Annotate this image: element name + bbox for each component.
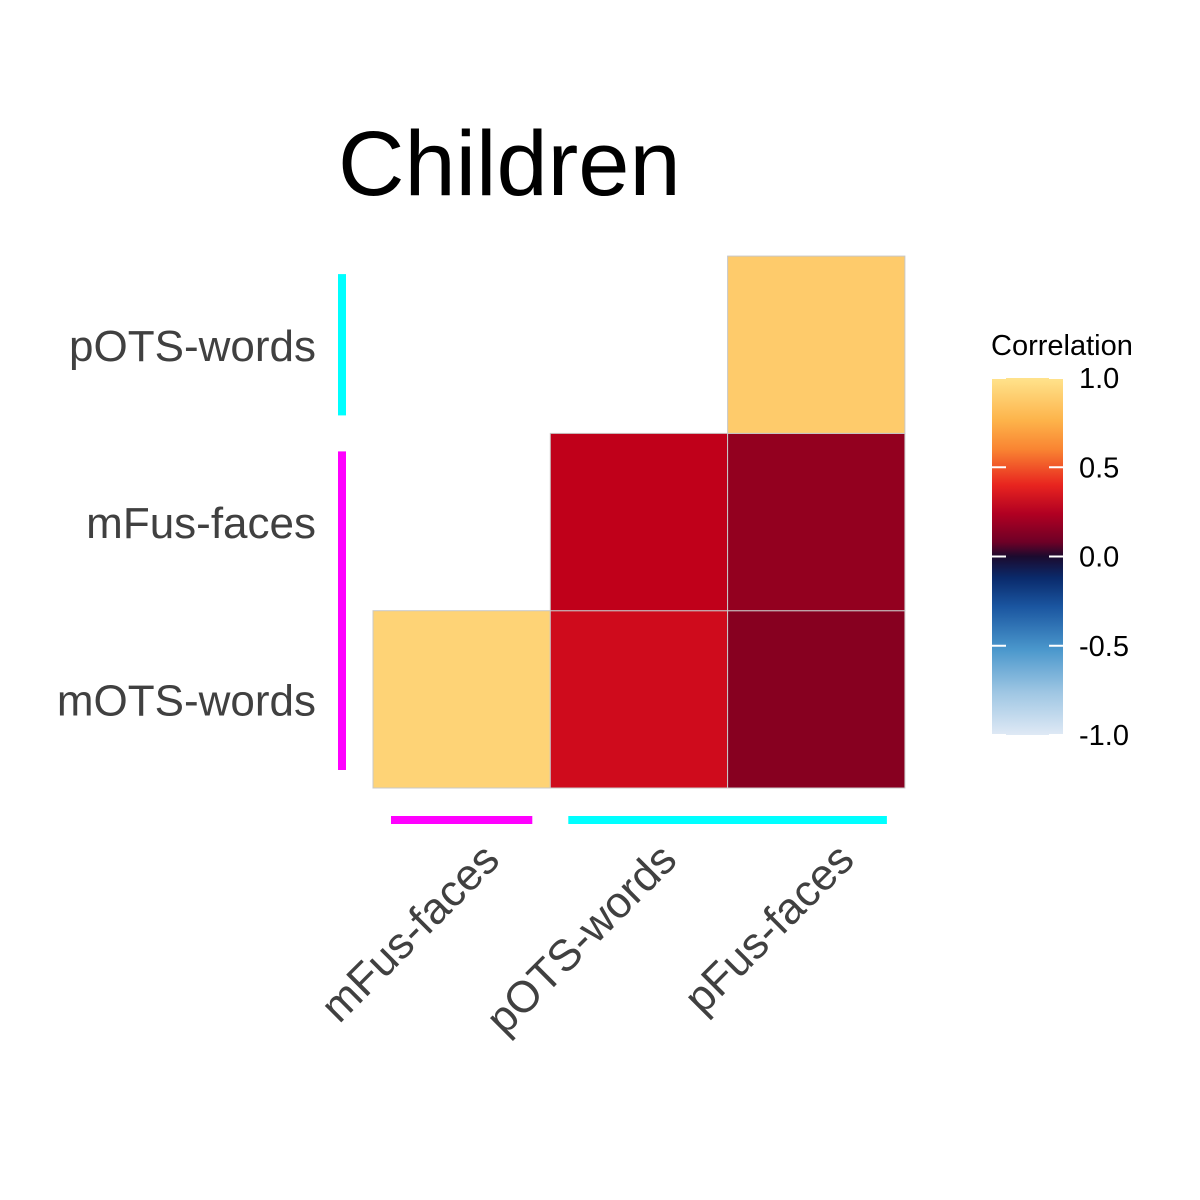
heatmap-cell [372, 610, 551, 789]
legend-ticks: 1.0 0.5 0.0 -0.5 -1.0 [992, 363, 1129, 752]
y-group-bar [338, 451, 346, 770]
group-bars [338, 274, 887, 824]
y-group-bar [338, 274, 346, 416]
heatmap-cell [549, 432, 729, 612]
legend: Correlation 1.0 0.5 0.0 -0.5 -1.0 [991, 330, 1133, 752]
heatmap-cells [372, 255, 906, 789]
legend-tick-label: -1.0 [1079, 720, 1129, 752]
heatmap-cell [549, 610, 729, 789]
chart-title: Children [338, 113, 681, 215]
legend-tick-label: -0.5 [1079, 631, 1129, 663]
x-group-bar [568, 816, 887, 824]
x-tick-label: pOTS-words [477, 834, 686, 1043]
x-group-bar [391, 816, 533, 824]
legend-tick-label: 0.5 [1079, 452, 1119, 484]
y-tick-label: pOTS-words [69, 322, 316, 371]
y-axis-ticks: mOTS-words mFus-faces pOTS-words [57, 322, 316, 726]
legend-tick-label: 1.0 [1079, 363, 1119, 395]
y-tick-label: mOTS-words [57, 676, 316, 725]
heatmap-cell [727, 432, 906, 612]
heatmap-cell [727, 610, 906, 789]
legend-tick-label: 0.0 [1079, 542, 1119, 574]
x-tick-label: mFus-faces [312, 834, 509, 1031]
y-tick-label: mFus-faces [86, 499, 316, 548]
legend-title: Correlation [991, 330, 1133, 362]
x-tick-label: pFus-faces [675, 834, 864, 1023]
heatmap-cell [727, 255, 906, 434]
